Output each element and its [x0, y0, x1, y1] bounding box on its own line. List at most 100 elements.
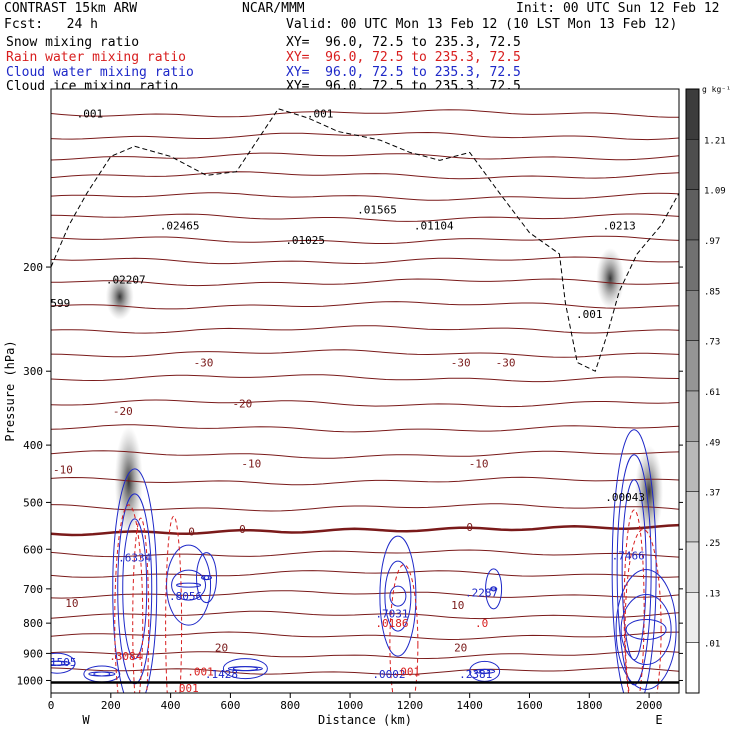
valid-time: Valid: 00 UTC Mon 13 Feb 12 (10 LST Mon …	[286, 17, 678, 32]
isotherm-line	[51, 450, 679, 459]
isotherm-label: 20	[215, 642, 228, 655]
isotherm-line	[51, 503, 679, 512]
colorbar-label: .97	[704, 237, 720, 247]
contour-value-label: .2287	[465, 586, 498, 599]
y-tick-label: 500	[23, 496, 43, 509]
isotherm-zero-line	[51, 523, 679, 537]
isotherm-line	[51, 424, 679, 433]
contour-value-label: .7466	[612, 550, 645, 563]
x-tick-label: 200	[101, 699, 121, 712]
isotherm-line	[51, 192, 679, 201]
isotherm-line	[51, 171, 679, 180]
colorbar-segment	[685, 88, 700, 140]
isotherm-line	[51, 399, 679, 408]
y-tick-label: 400	[23, 439, 43, 452]
forecast-hour: Fcst: 24 h	[4, 17, 98, 32]
isotherm-label: 10	[451, 599, 464, 612]
contour-value-label: .001	[394, 665, 421, 678]
legend-rain: Rain water mixing ratio	[6, 50, 187, 65]
cloud-water-contour	[222, 658, 268, 680]
x-tick-label: 0	[48, 699, 55, 712]
colorbar-segment	[685, 189, 700, 241]
cloud-water-contour	[171, 569, 207, 601]
legend-cloud-water: Cloud water mixing ratio	[6, 65, 194, 80]
model-title: CONTRAST 15km ARW	[4, 1, 138, 16]
colorbar-segment	[685, 642, 700, 694]
x-tick-label: 1200	[397, 699, 424, 712]
isotherm-label: -10	[53, 464, 73, 477]
colorbar-label: .73	[704, 338, 720, 348]
contour-value-label: .7031	[375, 607, 408, 620]
isotherm-label: 0	[239, 523, 246, 536]
cloud-water-contour	[176, 582, 202, 588]
x-tick-label: 800	[280, 699, 300, 712]
cloud-water-contour	[232, 666, 258, 672]
legend-top-xy: XY= 96.0, 72.5 to 235.3, 72.5	[286, 35, 521, 50]
isotherm-label: 0	[188, 526, 195, 539]
plot-background	[51, 89, 679, 693]
contour-value-label: 1599	[44, 297, 71, 310]
y-tick-label: 800	[23, 617, 43, 630]
contour-value-label: .001	[187, 665, 214, 678]
rain-contour	[132, 517, 150, 693]
contour-value-label: .3084	[109, 650, 142, 663]
cloud-water-contour	[620, 593, 672, 665]
contour-value-label: .0002	[372, 668, 405, 681]
cloud-water-contour	[51, 660, 66, 666]
colorbar-segment	[685, 592, 700, 643]
isotherm-label: -20	[113, 405, 133, 418]
x-tick-label: 400	[161, 699, 181, 712]
cloud-water-contour	[93, 671, 111, 677]
isotherm-line	[51, 374, 679, 383]
x-tick-label: 1600	[516, 699, 543, 712]
isotherm-label: 0	[466, 521, 473, 534]
y-tick-label: 700	[23, 583, 43, 596]
plot-content: -30 -30 -30 -20 -20 -10 -10 -10 0 0 0 10 10 20 20 .0246…	[44, 107, 679, 693]
rain-contour	[114, 504, 144, 693]
colorbar-segment	[685, 541, 700, 593]
rain-contour	[389, 564, 419, 693]
colorbar-label: .37	[704, 489, 720, 499]
contour-value-label: .0186	[375, 617, 408, 630]
ice-shading	[105, 273, 134, 320]
cloud-water-contour	[615, 568, 677, 690]
ice-shading	[596, 247, 625, 309]
contour-value-label: .8056	[169, 590, 202, 603]
isotherm-line	[51, 235, 679, 244]
y-tick-label: 1000	[17, 674, 44, 687]
colorbar-label: .85	[704, 287, 720, 297]
isotherm-line	[51, 256, 679, 265]
colorbar-label: 1.09	[704, 187, 726, 197]
x-tick-label: 1800	[576, 699, 603, 712]
rain-contour	[165, 515, 183, 693]
colorbar-frame	[685, 88, 700, 694]
colorbar-unit: g kg⁻¹	[702, 85, 731, 94]
isotherm-label: -10	[469, 458, 489, 471]
isotherm-line	[51, 301, 679, 310]
colorbar-segment	[685, 491, 700, 543]
isotherm-line	[51, 278, 679, 287]
x-tick-label: 600	[220, 699, 240, 712]
y-tick-label: 600	[23, 543, 43, 556]
colorbar-label: .01	[704, 640, 720, 650]
x-tick-label: 2000	[636, 699, 663, 712]
colorbar-segment	[685, 290, 700, 341]
y-axis-label: Pressure (hPa)	[3, 340, 17, 441]
contour-value-label: .0	[475, 617, 488, 630]
colorbar-label: .13	[704, 589, 720, 599]
isotherm-label: -20	[232, 397, 252, 410]
cloud-water-contour	[611, 429, 657, 693]
colorbar-label: .25	[704, 539, 720, 549]
contour-value-label: .02465	[160, 219, 200, 232]
isotherm-label: -30	[496, 356, 516, 369]
contour-value-label: .001	[576, 308, 603, 321]
cloud-water-contour	[112, 468, 158, 693]
x-axis-label: Distance (km)	[318, 713, 412, 727]
cloud-water-contour	[625, 618, 667, 640]
cloud-water-contour	[196, 552, 218, 604]
cloud-water-contour	[485, 568, 503, 610]
init-time: Init: 00 UTC Sun 12 Feb 12	[516, 1, 720, 16]
contour-value-label: .0213	[603, 219, 636, 232]
